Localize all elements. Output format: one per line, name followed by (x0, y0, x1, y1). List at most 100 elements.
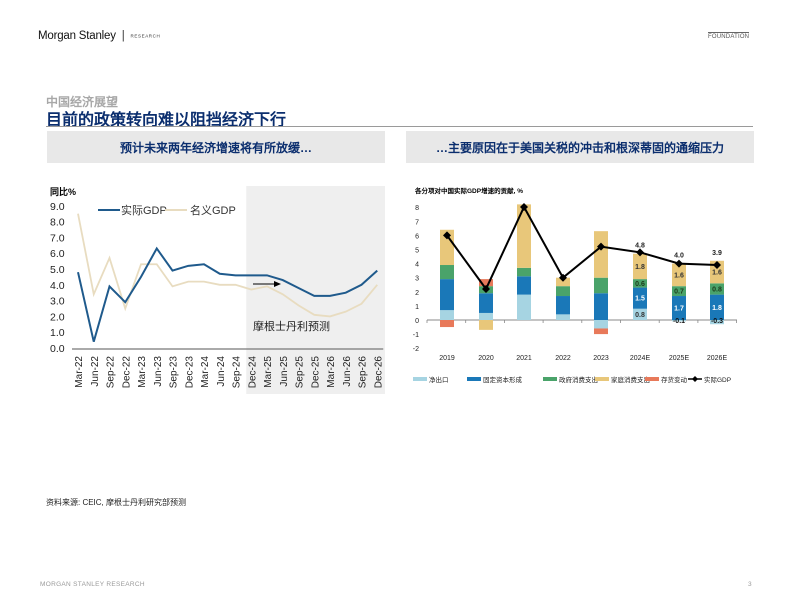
legend-real-gdp-label: 实际GDP (121, 203, 167, 217)
x-tick: 2024E (630, 355, 651, 362)
y-tick: 7.0 (50, 232, 65, 244)
legend-label: 家庭消费支出 (611, 375, 650, 384)
real-gdp-contribution-line (446, 204, 718, 291)
diamond-marker-icon (482, 284, 490, 293)
data-label: 3.9 (712, 250, 722, 257)
x-tick: Sep-25 (295, 356, 306, 389)
data-label: 0.7 (674, 289, 684, 296)
bar-segment-net-exports (440, 310, 454, 320)
x-tick: Sep-24 (232, 356, 243, 389)
legend-label: 净出口 (429, 375, 449, 384)
bar-segment-household-consumption (672, 263, 686, 287)
x-tick: Mar-24 (200, 356, 211, 388)
y-tick: 2.0 (50, 311, 65, 323)
diamond-marker-icon (713, 261, 721, 270)
bar-segment-net-exports (594, 320, 608, 329)
x-tick: Mar-25 (263, 356, 274, 388)
x-tick: 2020 (478, 355, 494, 362)
x-tick: Mar-22 (74, 356, 85, 388)
y-tick: 6 (415, 233, 419, 240)
bar-segment-fixed-capital (517, 276, 531, 295)
bar-segment-net-exports (479, 312, 493, 320)
y-tick: 4 (415, 262, 419, 269)
x-tick: Sep-22 (106, 356, 117, 389)
section-tag: FOUNDATION (708, 32, 750, 40)
bar-segment-net-exports (672, 320, 686, 322)
bar-segment-gov-consumption (710, 283, 724, 295)
x-tick: Jun-26 (342, 356, 353, 387)
brand-sub: RESEARCH (130, 33, 161, 39)
bar-segment-household-consumption (633, 253, 647, 280)
x-tick: 2021 (516, 355, 532, 362)
bar-segment-fixed-capital (672, 296, 686, 320)
bar-segment-fixed-capital (479, 293, 493, 313)
y-tick: -2 (413, 346, 419, 353)
bar-segment-fixed-capital (556, 296, 570, 315)
data-label: 4.0 (674, 253, 684, 260)
y-tick: 3.0 (50, 296, 65, 308)
x-tick: Jun-22 (90, 356, 101, 387)
left-banner: 预计未来两年经济增速将有所放缓… (47, 131, 385, 163)
brand-logo: Morgan Stanley | RESEARCH (38, 30, 160, 42)
x-tick: 2023 (593, 355, 609, 362)
bar-segment-household-consumption (479, 320, 493, 330)
x-tick: Dec-25 (310, 356, 321, 389)
legend-label: 实际GDP (704, 375, 731, 384)
y-tick: 8.0 (50, 217, 65, 229)
y-tick: 6.0 (50, 248, 65, 260)
bar-segment-gov-consumption (594, 277, 608, 294)
y-tick: 1.0 (50, 327, 65, 339)
x-tick: Mar-26 (326, 356, 337, 388)
y-tick: 0 (415, 318, 419, 325)
bar-segment-net-exports (710, 320, 724, 325)
y-tick: 8 (415, 205, 419, 212)
legend-fixed-capital-swatch (467, 377, 481, 381)
diamond-marker-icon (597, 242, 605, 251)
bar-segment-net-exports (517, 294, 531, 320)
legend-inventory-swatch (645, 377, 659, 381)
page-kicker: 中国经济展望 (46, 95, 119, 109)
right-banner: …主要原因在于美国关税的冲击和根深蒂固的通缩压力 (406, 131, 754, 163)
diamond-marker-icon (636, 248, 644, 257)
x-tick: Dec-22 (121, 356, 132, 389)
y-tick: 5 (415, 248, 419, 255)
legend-nominal-gdp-label: 名义GDP (190, 203, 236, 217)
real-gdp-line (77, 246, 378, 342)
y-tick: 3 (415, 276, 419, 283)
data-label: 1.6 (674, 272, 684, 279)
bar-segment-household-consumption (517, 204, 531, 268)
bar-segment-inventory (594, 328, 608, 335)
y-tick: 2 (415, 290, 419, 297)
forecast-annotation: 摩根士丹利预测 (253, 319, 330, 333)
y-tick: -1 (413, 332, 419, 339)
y-tick: 0.0 (50, 343, 65, 355)
gdp-contribution-bar-chart: 各分项对中国实际GDP增速的贡献, % -2 -1 0 1 2 3 4 5 6 7 8 2019 2020… (413, 186, 738, 384)
x-tick: Dec-26 (373, 356, 384, 389)
source-note: 资料来源: CEIC, 摩根士丹利研究部预测 (46, 498, 187, 507)
legend-label: 政府消费支出 (559, 375, 598, 384)
y-tick: 4.0 (50, 280, 65, 292)
data-label: 0.8 (635, 312, 645, 319)
bar-chart-title: 各分项对中国实际GDP增速的贡献, % (414, 186, 523, 195)
x-tick: 2026E (707, 355, 728, 362)
y-tick: 7 (415, 219, 419, 226)
legend-label: 存货变动 (661, 375, 688, 384)
forecast-region (246, 186, 385, 394)
x-tick: Sep-26 (358, 356, 369, 389)
bar-segment-fixed-capital (710, 294, 724, 320)
bar-segment-household-consumption (594, 231, 608, 278)
data-label: 1.6 (712, 270, 722, 277)
data-label: 1.8 (635, 264, 645, 271)
bar-segment-inventory (479, 279, 493, 287)
legend-household-consumption-swatch (595, 377, 609, 381)
bar-segment-gov-consumption (633, 279, 647, 288)
diamond-marker-icon (520, 203, 528, 211)
x-tick: Dec-24 (247, 356, 258, 389)
diamond-marker-icon (675, 259, 683, 268)
page-title: 目前的政策转向难以阻挡经济下行 (46, 112, 287, 129)
bar-segment-gov-consumption (517, 267, 531, 277)
nominal-gdp-line (77, 213, 378, 318)
data-label: 4.8 (635, 243, 645, 250)
x-tick: 2022 (555, 355, 571, 362)
x-tick: Mar-23 (137, 356, 148, 388)
